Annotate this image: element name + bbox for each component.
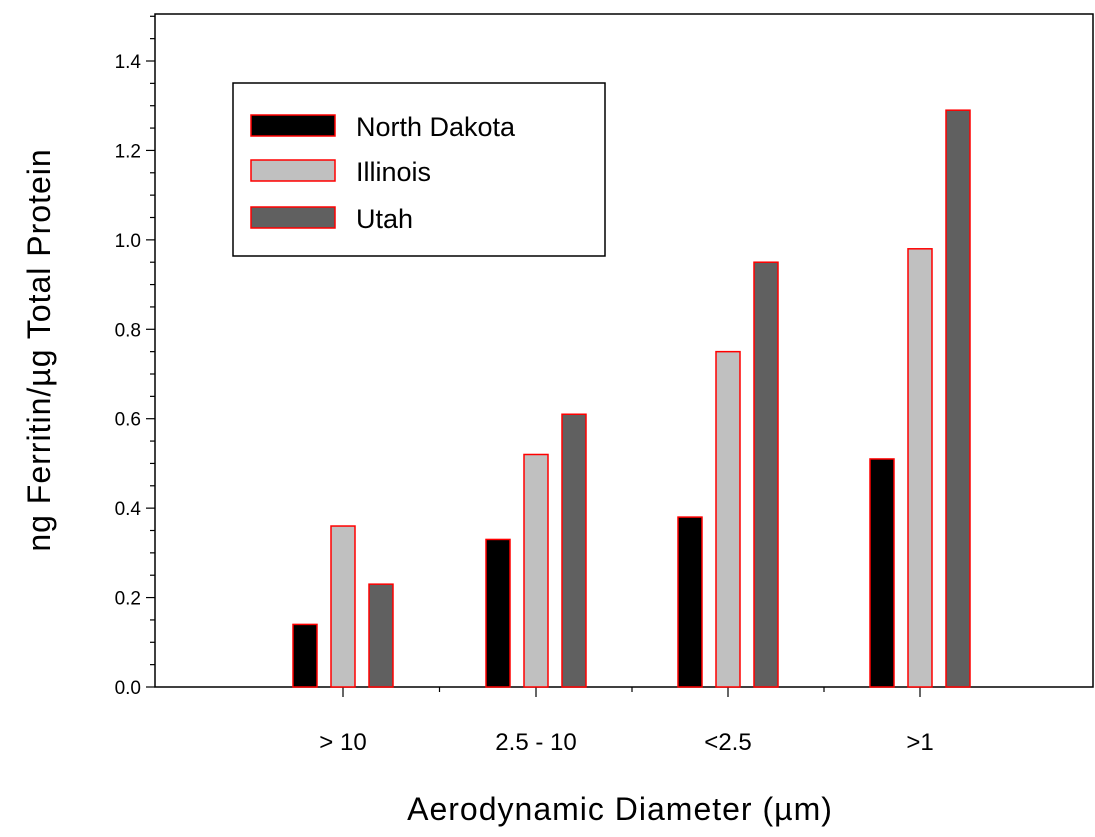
y-tick-label: 1.4 [115, 52, 142, 73]
x-axis-ticks: > 10 2.5 - 10 <2.5 >1 [319, 687, 934, 756]
y-axis-ticks: 0.0 0.2 0.4 0.6 0.8 1.0 1.2 1.4 [115, 15, 155, 699]
legend-label: Utah [356, 204, 413, 234]
bar-illinois [715, 350, 741, 688]
plot-frame [154, 13, 1094, 688]
bar-north-dakota [292, 623, 318, 688]
x-tick-label: >1 [906, 729, 933, 756]
bar-utah [368, 583, 394, 688]
bar-north-dakota [869, 458, 895, 688]
y-tick-label: 0.2 [115, 589, 141, 610]
y-tick-label: 1.2 [115, 141, 141, 162]
bar-north-dakota [677, 516, 703, 688]
y-tick-label: 0.0 [115, 678, 141, 699]
bar-utah [753, 261, 779, 688]
x-tick-label: 2.5 - 10 [495, 729, 576, 756]
legend-label: North Dakota [356, 112, 516, 142]
x-tick-label: <2.5 [704, 729, 751, 756]
bar-illinois [330, 525, 356, 688]
y-tick-label: 0.4 [115, 499, 142, 520]
legend-swatch [250, 159, 336, 182]
legend-label: Illinois [356, 157, 431, 187]
legend: North Dakota Illinois Utah [232, 82, 606, 257]
bar-north-dakota [485, 538, 511, 688]
y-tick-label: 1.0 [115, 231, 141, 252]
legend-swatch [250, 206, 336, 229]
y-tick-label: 0.6 [115, 410, 141, 431]
bar-group [292, 109, 971, 688]
bar-utah [561, 413, 587, 688]
bar-illinois [523, 453, 549, 688]
bar-illinois [907, 248, 933, 688]
y-axis-title: ng Ferritin/µg Total Protein [21, 148, 57, 551]
x-tick-label: > 10 [319, 729, 366, 756]
legend-swatch [250, 114, 336, 137]
y-tick-label: 0.8 [115, 320, 141, 341]
x-axis-title: Aerodynamic Diameter (µm) [407, 791, 833, 827]
plot-area-border [154, 13, 1094, 688]
bar-utah [945, 109, 971, 688]
